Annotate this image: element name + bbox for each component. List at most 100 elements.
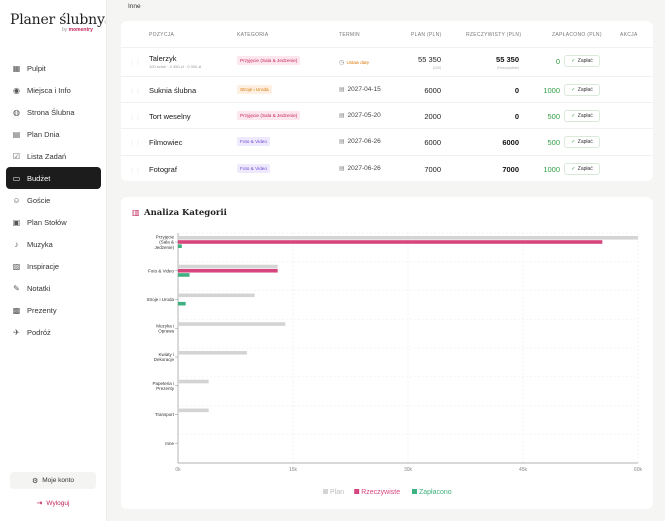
category-badge[interactable]: Foto & Video	[237, 137, 271, 146]
bar-zapłacono	[178, 244, 182, 248]
category-badge[interactable]: Foto & Video	[237, 164, 271, 173]
actual-amount[interactable]: 6000	[502, 138, 519, 147]
calendar-icon: ▤	[339, 139, 345, 145]
pay-button[interactable]: ✓ Zapłać	[564, 84, 600, 96]
users-icon: ☺	[12, 195, 21, 205]
due-date[interactable]: ▤ 2027-06-26	[339, 165, 381, 172]
table-row[interactable]: ⋮⋮ Suknia ślubna Stroje i Uroda ▤ 2027-04-1…	[121, 76, 653, 102]
plan-note: (100)	[432, 66, 441, 70]
sidebar-item-miejsca-i-info[interactable]: ◉ Miejsca i Info	[6, 79, 101, 101]
chart-title: Analiza Kategorii	[144, 208, 227, 218]
sidebar-item-prezenty[interactable]: ▩ Prezenty	[6, 299, 101, 321]
category-badge[interactable]: Przyjęcie (Sala & Jedzenie)	[237, 111, 301, 120]
plan-amount[interactable]: 7000	[424, 165, 441, 174]
due-date[interactable]: ▤ 2027-04-15	[339, 86, 381, 93]
actual-amount[interactable]: 0	[514, 86, 519, 95]
sidebar-item-label: Miejsca i Info	[27, 85, 71, 95]
item-details: 100 sztuk · 0 450 zł · 0 000 zł	[149, 64, 202, 69]
pay-button[interactable]: ✓ Zapłać	[564, 55, 600, 67]
brand-by-line: by momentry	[62, 27, 93, 33]
table-row[interactable]: ⋮⋮ Filmowiec Foto & Video ▤ 2027-06-26 6000 6…	[121, 128, 653, 154]
table-row[interactable]: ⋮⋮ Tort weselny Przyjęcie (Sala & Jedzenie…	[121, 102, 653, 128]
legend-label: Plan	[330, 489, 344, 496]
sidebar-item-podróż[interactable]: ✈ Podróż	[6, 321, 101, 343]
check-circle-icon: ✓	[571, 58, 576, 64]
sidebar: Planer ślubny by momentry ‹ ▦ Pulpit ◉ Miej…	[0, 0, 107, 521]
y-tick-label: Muzyka i	[156, 323, 174, 328]
sidebar-item-notatki[interactable]: ✎ Notatki	[6, 277, 101, 299]
my-account-button[interactable]: ⚙ Moje konto	[10, 472, 96, 489]
music-icon: ♪	[14, 239, 19, 249]
sidebar-nav: ▦ Pulpit ◉ Miejsca i Info ◍ Strona Ślubna ▤ Pla…	[6, 57, 101, 343]
sidebar-item-label: Lista Zadań	[27, 151, 67, 161]
sidebar-item-lista-zadań[interactable]: ☑ Lista Zadań	[6, 145, 101, 167]
logout-button[interactable]: ⇥ Wyloguj	[36, 499, 70, 508]
actual-amount[interactable]: 55 350	[496, 55, 519, 64]
table-row[interactable]: ⋮⋮ Fotograf Foto & Video ▤ 2027-06-26 7000 70…	[121, 155, 653, 181]
y-tick-label: Foto & Video	[148, 268, 174, 273]
sidebar-item-label: Pulpit	[27, 63, 46, 73]
bar-plan	[178, 293, 255, 298]
plan-amount[interactable]: 6000	[424, 86, 441, 95]
due-date[interactable]: ▤ 2027-05-20	[339, 112, 381, 119]
calendar-icon: ▤	[339, 166, 345, 172]
calendar-icon: ▤	[339, 113, 345, 119]
brand-logo[interactable]: Planer ślubny by momentry	[10, 12, 105, 33]
pay-button[interactable]: ✓ Zapłać	[564, 163, 600, 175]
plan-amount[interactable]: 6000	[424, 138, 441, 147]
bar-plan	[178, 236, 638, 240]
drag-handle-icon[interactable]: ⋮⋮	[129, 89, 141, 95]
sidebar-item-label: Prezenty	[27, 305, 57, 315]
sidebar-item-pulpit[interactable]: ▦ Pulpit	[6, 57, 101, 79]
bar-chart-icon: ▥	[132, 208, 140, 217]
calendar-icon: ▤	[12, 129, 21, 139]
sidebar-item-label: Muzyka	[27, 239, 53, 249]
image-icon: ▨	[12, 261, 21, 271]
bar-plan	[178, 408, 209, 413]
pay-button[interactable]: ✓ Zapłać	[564, 136, 600, 148]
plan-amount[interactable]: 55 350	[418, 55, 441, 64]
drag-handle-icon[interactable]: ⋮⋮	[129, 168, 141, 174]
paid-amount: 500	[547, 138, 560, 147]
bar-plan	[178, 322, 286, 326]
header-actual: RZECZYWISTY (PLN)	[466, 32, 522, 38]
layout-icon: ▣	[12, 217, 21, 227]
sidebar-item-label: Strona Ślubna	[27, 107, 75, 117]
category-badge[interactable]: Przyjęcie (Sala & Jedzenie)	[237, 56, 301, 65]
legend-label: Zapłacono	[419, 489, 452, 496]
sidebar-item-budżet[interactable]: ▭ Budżet	[6, 167, 101, 189]
category-badge[interactable]: Stroje i Uroda	[237, 85, 272, 94]
due-date[interactable]: ◷ Ustaw datę	[339, 60, 370, 66]
y-tick-label: Jedzenie)	[154, 245, 174, 250]
brand-title: Planer ślubny	[10, 12, 105, 28]
pay-button[interactable]: ✓ Zapłać	[564, 110, 600, 122]
sidebar-item-muzyka[interactable]: ♪ Muzyka	[6, 233, 101, 255]
sidebar-item-label: Inspiracje	[27, 261, 60, 271]
sidebar-item-plan-dnia[interactable]: ▤ Plan Dnia	[6, 123, 101, 145]
drag-handle-icon[interactable]: ⋮⋮	[129, 141, 141, 147]
y-tick-label: (Sala &	[159, 240, 174, 245]
table-row[interactable]: ⋮⋮ Talerzyk 100 sztuk · 0 450 zł · 0 000 z…	[121, 47, 653, 73]
plan-amount[interactable]: 2000	[424, 112, 441, 121]
map-pin-icon: ◉	[13, 85, 20, 95]
header-plan: PLAN (PLN)	[411, 32, 442, 38]
sidebar-item-strona-ślubna[interactable]: ◍ Strona Ślubna	[6, 101, 101, 123]
collapse-sidebar-icon[interactable]: ‹	[104, 19, 107, 26]
drag-handle-icon[interactable]: ⋮⋮	[129, 115, 141, 121]
sidebar-item-goście[interactable]: ☺ Goście	[6, 189, 101, 211]
actual-amount[interactable]: 0	[514, 112, 519, 121]
x-tick-label: 15k	[289, 467, 298, 473]
header-paid: ZAPŁACONO (PLN)	[552, 32, 602, 38]
drag-handle-icon[interactable]: ⋮⋮	[129, 60, 141, 66]
gear-icon: ⚙	[31, 477, 39, 485]
sidebar-item-inspiracje[interactable]: ▨ Inspiracje	[6, 255, 101, 277]
grid-icon: ▦	[12, 63, 21, 73]
due-date[interactable]: ▤ 2027-06-26	[339, 138, 381, 145]
check-circle-icon: ✓	[571, 166, 576, 172]
actual-amount[interactable]: 7000	[502, 165, 519, 174]
y-tick-label: Oprawa	[158, 328, 174, 333]
sidebar-item-plan-stołów[interactable]: ▣ Plan Stołów	[6, 211, 101, 233]
paid-amount: 1000	[543, 86, 560, 95]
check-circle-icon: ✓	[571, 87, 576, 93]
legend-swatch	[323, 489, 328, 494]
